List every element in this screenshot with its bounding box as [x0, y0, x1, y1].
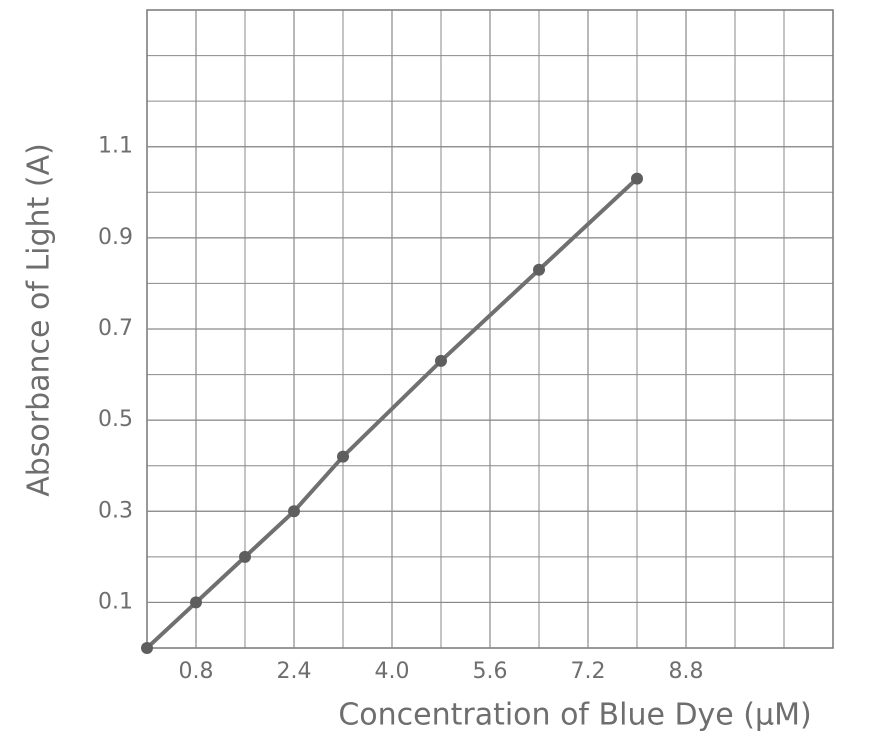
y-tick-label: 0.3 — [98, 498, 133, 523]
data-point — [631, 172, 643, 185]
y-tick-label: 1.1 — [98, 134, 133, 159]
x-tick-label: 0.8 — [179, 659, 214, 684]
data-point — [288, 505, 300, 518]
x-tick-label: 4.0 — [375, 659, 410, 684]
x-tick-label: 2.4 — [277, 659, 312, 684]
y-axis-label: Absorbance of Light (A) — [22, 143, 57, 497]
data-point — [141, 642, 153, 654]
data-point — [239, 550, 251, 563]
y-tick-label: 0.7 — [98, 316, 133, 341]
data-point — [533, 263, 545, 276]
y-tick-label: 0.5 — [98, 407, 133, 432]
x-tick-label: 8.8 — [669, 659, 704, 684]
data-point — [435, 354, 447, 367]
y-tick-label: 0.1 — [98, 589, 133, 614]
x-tick-label: 5.6 — [473, 659, 508, 684]
data-line — [145, 176, 639, 650]
y-tick-label: 0.9 — [98, 225, 133, 250]
x-tick-label: 7.2 — [571, 659, 606, 684]
x-axis-label: Concentration of Blue Dye (μM) — [338, 698, 811, 733]
data-point — [337, 450, 349, 463]
data-point — [190, 596, 202, 609]
